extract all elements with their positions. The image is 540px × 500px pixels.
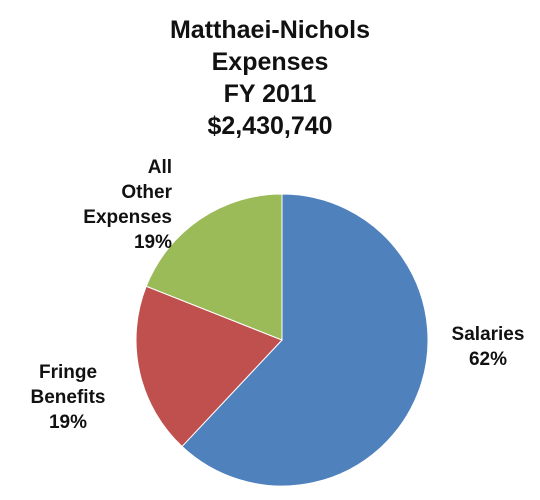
slice-label-fringe-benefits: Fringe Benefits 19% <box>8 360 128 435</box>
slice-percent: 19% <box>48 412 88 433</box>
slice-label-salaries: Salaries 62% <box>440 322 536 372</box>
slice-label-text: Fringe <box>38 362 98 383</box>
slice-label-text: Other <box>121 182 172 203</box>
title-line: Matthaei-Nichols <box>169 16 371 44</box>
title-line: Expenses <box>211 48 329 76</box>
pie-slices <box>135 193 429 487</box>
title-line: $2,430,740 <box>207 112 333 140</box>
chart-title: Matthaei-Nichols Expenses FY 2011 $2,430… <box>0 14 540 142</box>
slice-label-text: Benefits <box>30 387 106 408</box>
slice-percent: 62% <box>468 349 508 370</box>
title-line: FY 2011 <box>223 80 317 108</box>
pie-slice-fringe-benefits <box>135 285 283 448</box>
pie-slice-salaries <box>181 193 429 487</box>
slice-label-text: Expenses <box>83 207 172 228</box>
pie-slice-all-other-expenses <box>145 193 283 341</box>
slice-percent: 19% <box>133 232 172 253</box>
slice-label-text: All <box>147 157 172 178</box>
slice-label-text: Salaries <box>451 324 525 345</box>
slice-label-all-other-expenses: All Other Expenses 19% <box>52 155 172 255</box>
